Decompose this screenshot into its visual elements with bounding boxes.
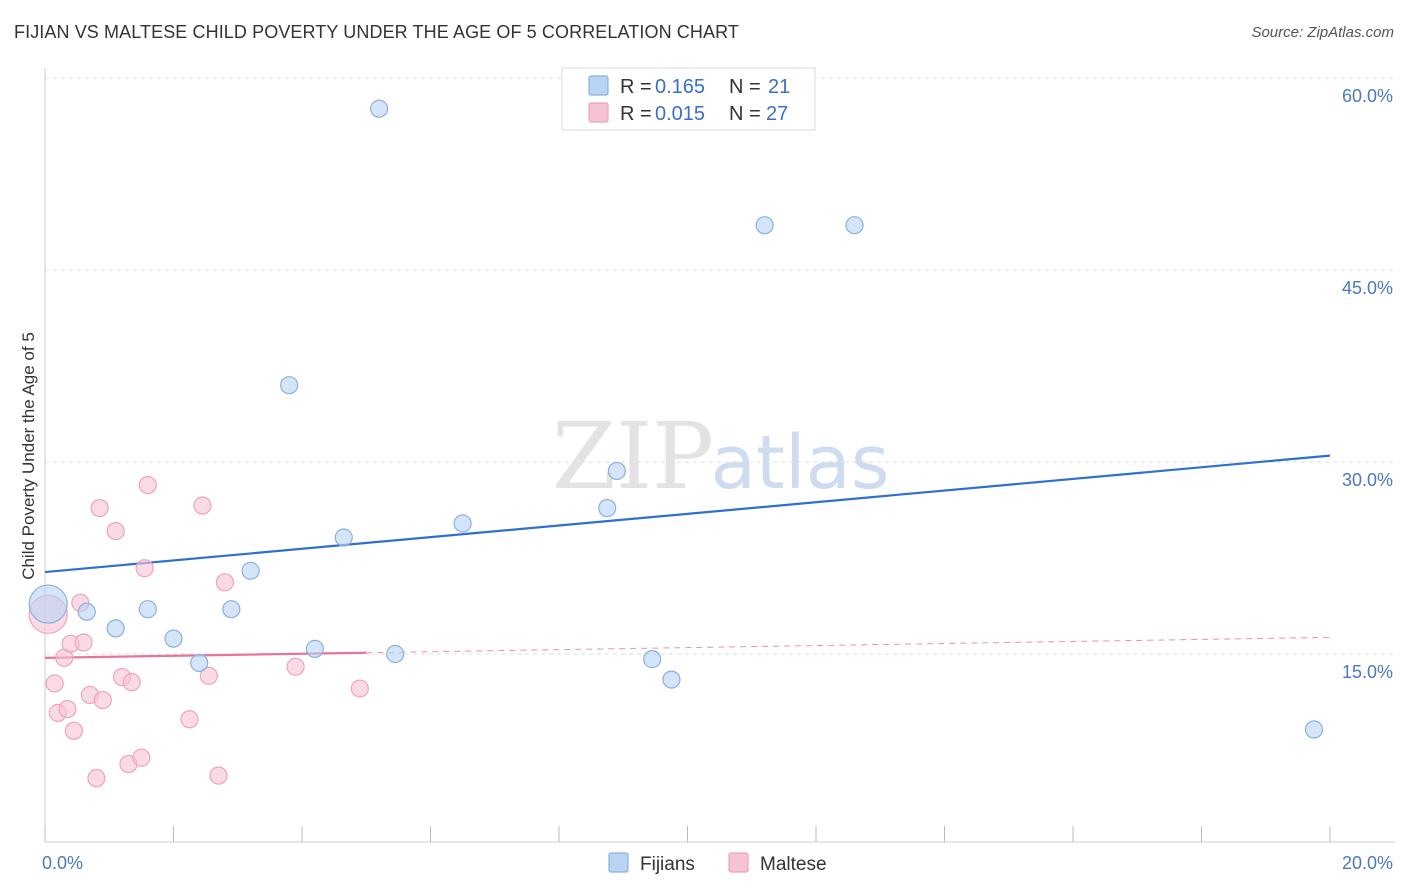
fijians-point (305, 639, 324, 658)
maltese-point (286, 657, 305, 676)
maltese-point (350, 679, 369, 698)
maltese-point (193, 496, 212, 515)
fijians-point (190, 653, 209, 673)
legend-maltese-swatch (728, 852, 749, 873)
y-tick-labels: 15.0% 30.0% 45.0% 60.0% (1342, 86, 1393, 682)
maltese-swatch (588, 102, 609, 123)
axes (44, 68, 1395, 843)
maltese-r-label: R = (620, 103, 652, 125)
x-tick-labels: 0.0% 20.0% (42, 853, 1393, 873)
fijians-point (598, 498, 617, 518)
maltese-point (45, 674, 64, 693)
data-points (28, 99, 1324, 788)
maltese-n-value: 27 (766, 103, 788, 125)
maltese-point (215, 573, 234, 592)
fijians-point (138, 600, 157, 619)
y-tick-label: 60.0% (1342, 86, 1393, 106)
y-tick-label: 45.0% (1342, 278, 1393, 298)
maltese-n-label: N = (729, 103, 761, 125)
maltese-point (199, 666, 218, 685)
fijians-n-label: N = (729, 76, 761, 98)
stats-legend: R = 0.165 N = 21 R = 0.015 N = 27 (561, 67, 816, 131)
fijians-point (607, 461, 626, 481)
x-tick-label: 20.0% (1342, 853, 1393, 873)
fijians-point (386, 644, 405, 664)
legend-maltese-label: Maltese (760, 854, 827, 875)
series-legend: Fijians Maltese (608, 852, 827, 875)
fijians-point (1304, 720, 1324, 739)
fijians-trend-line (44, 454, 1331, 574)
fijians-point (106, 619, 125, 638)
fijians-r-label: R = (620, 76, 652, 98)
source-credit: Source: ZipAtlas.com (1251, 24, 1394, 41)
y-tick-label: 30.0% (1342, 470, 1393, 490)
fijians-swatch (588, 75, 609, 96)
watermark-atlas: atlas (711, 420, 890, 506)
fijians-point (77, 602, 96, 621)
fijians-point (453, 514, 472, 533)
fijians-point (755, 216, 774, 235)
watermark-zip: ZIP (552, 403, 714, 510)
fijians-point (643, 650, 662, 669)
maltese-r-value: 0.015 (655, 103, 705, 125)
y-axis-label: Child Poverty Under the Age of 5 (19, 332, 38, 580)
fijians-point (164, 629, 183, 648)
watermark: ZIP atlas (552, 403, 890, 510)
fijians-point (28, 584, 68, 624)
fijians-point (845, 216, 864, 235)
maltese-point (74, 633, 93, 652)
maltese-point (209, 766, 228, 785)
x-tick-label: 0.0% (42, 853, 83, 873)
fijians-r-value: 0.165 (655, 76, 705, 98)
maltese-point (93, 690, 112, 710)
maltese-point (180, 710, 199, 729)
fijians-point (241, 561, 260, 580)
maltese-point (106, 522, 125, 541)
maltese-point (90, 498, 109, 518)
legend-fijians-swatch (608, 852, 629, 873)
maltese-point (132, 748, 151, 767)
maltese-point (58, 699, 77, 719)
fijians-point (662, 670, 681, 689)
y-tick-label: 15.0% (1342, 662, 1393, 682)
fijians-point (280, 376, 299, 395)
maltese-point (64, 721, 84, 740)
maltese-point (122, 673, 141, 692)
maltese-trend-extension (366, 636, 1331, 654)
maltese-point (135, 559, 154, 578)
fijians-point (370, 99, 389, 118)
fijians-n-value: 21 (768, 76, 790, 98)
fijians-point (222, 600, 241, 619)
chart-title: FIJIAN VS MALTESE CHILD POVERTY UNDER TH… (14, 22, 739, 42)
maltese-point (87, 769, 106, 788)
maltese-point (138, 475, 157, 495)
legend-fijians-label: Fijians (640, 854, 695, 875)
fijians-point (334, 528, 353, 547)
